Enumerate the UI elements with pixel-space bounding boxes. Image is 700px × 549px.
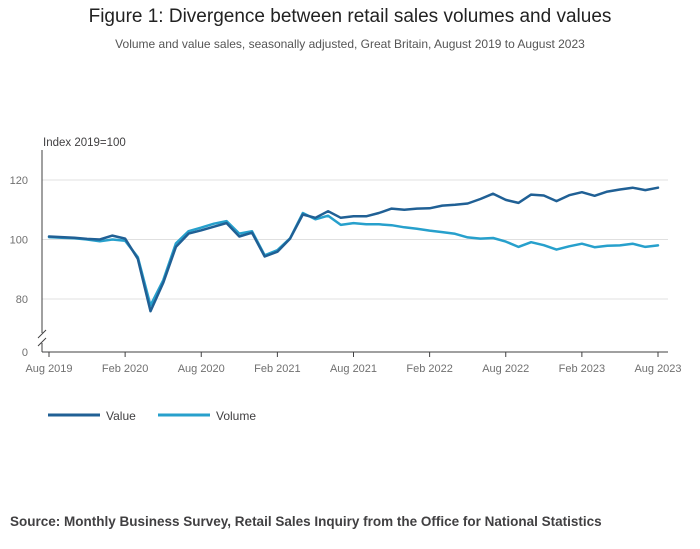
series-line-volume [47,211,660,307]
line-chart: 0 80 100 120 Index 2019=100 Aug 2019 Feb 2020 A… [10,137,682,423]
source-note: Source: Monthly Business Survey, Retail … [10,514,602,529]
x-tick-label: Aug 2019 [25,363,72,375]
axis-break-mark [37,329,47,339]
y-axis-label: Index 2019=100 [43,137,126,149]
x-tick-label: Feb 2023 [559,363,605,375]
y-tick-label: 100 [10,235,28,247]
legend-label-value: Value [106,409,136,423]
x-tick-label: Feb 2021 [254,363,300,375]
x-tick-label: Aug 2023 [634,363,681,375]
series-line-value [47,186,660,313]
legend-label-volume: Volume [216,409,256,423]
y-tick-label: 0 [22,347,28,359]
x-tick-label: Aug 2021 [330,363,377,375]
x-tick-label: Aug 2020 [178,363,225,375]
y-tick-label: 80 [16,294,28,306]
chart-subtitle: Volume and value sales, seasonally adjus… [115,37,585,51]
y-tick-label: 120 [10,175,28,187]
axis-break-mark [37,337,47,347]
chart-title: Figure 1: Divergence between retail sale… [88,6,612,27]
x-tick-label: Feb 2022 [406,363,452,375]
x-tick-label: Feb 2020 [102,363,148,375]
x-tick-label: Aug 2022 [482,363,529,375]
